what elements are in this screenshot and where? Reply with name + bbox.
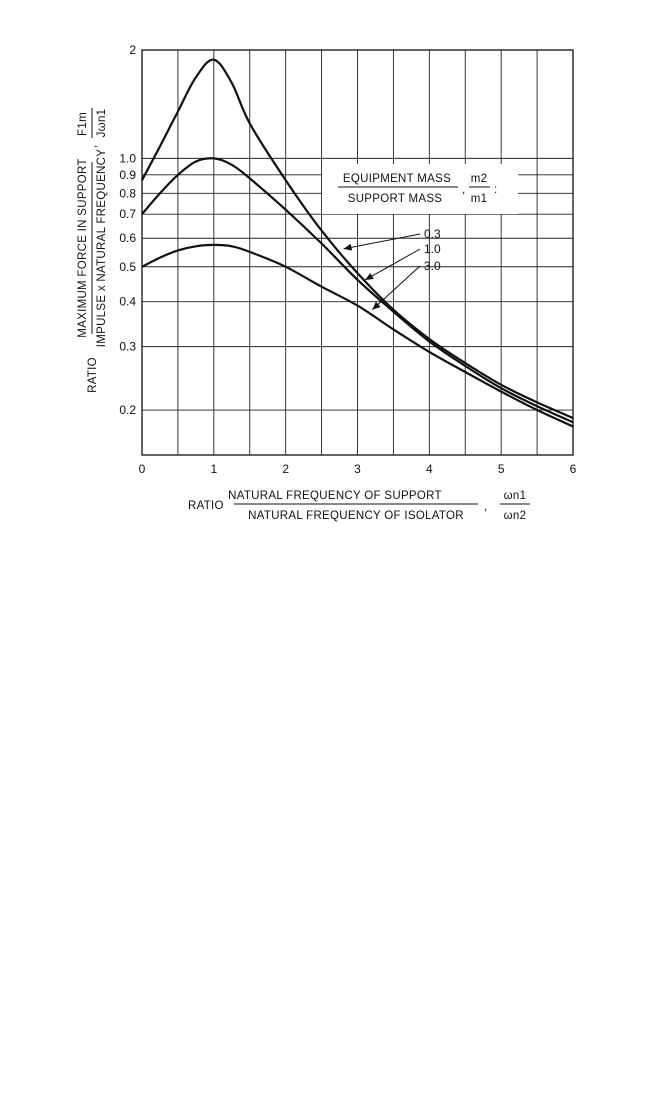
y-tick-label: 0.7 (119, 207, 136, 221)
x-tick-label: 0 (139, 462, 146, 476)
chart-figure: 0 1 2 3 4 5 6 0.2 0.3 0.4 0.5 0.6 0.7 0.8 0.9 1.0 2 RAT… (77, 43, 577, 522)
y-axis-comma: , (87, 145, 99, 149)
x-axis-numerator: NATURAL FREQUENCY OF SUPPORT (228, 490, 442, 502)
series-annotations: 0.31.0 3.0 (343, 227, 441, 311)
y-tick-labels: 0.2 0.3 0.4 0.5 0.6 0.7 0.8 0.9 1.0 2 (119, 43, 136, 417)
x-axis-symbol-numerator: ωn1 (504, 490, 527, 502)
y-axis-prefix: RATIO (87, 357, 99, 393)
x-axis-prefix: RATIO (188, 500, 224, 512)
y-tick-label: 0.8 (119, 186, 136, 200)
annotation-arrowhead-3 (372, 301, 381, 310)
annotation-arrowhead-2 (365, 272, 374, 280)
series-layer (141, 58, 574, 428)
chart-svg: 0 1 2 3 4 5 6 0.2 0.3 0.4 0.5 0.6 0.7 0.8 0.9 1.0 2 RAT… (77, 43, 577, 522)
y-tick-label: 2 (129, 43, 136, 57)
series-line-2 (141, 157, 574, 424)
series-line-1 (141, 58, 574, 420)
y-axis-denominator: IMPULSE x NATURAL FREQUENCY (96, 149, 108, 348)
legend-colon: : (494, 184, 498, 196)
legend-background (322, 164, 518, 214)
x-tick-labels: 0 1 2 3 4 5 6 (139, 462, 577, 476)
annotation-arrowhead-1 (343, 243, 353, 251)
y-tick-label: 0.3 (119, 340, 136, 354)
x-tick-label: 2 (282, 462, 289, 476)
y-tick-label: 1.0 (119, 151, 136, 165)
annotation-leader-1 (343, 233, 421, 250)
annotation-leader-2 (364, 248, 421, 281)
series-line-3 (141, 243, 574, 428)
y-tick-label: 0.6 (119, 231, 136, 245)
x-tick-label: 4 (426, 462, 433, 476)
x-axis-denominator: NATURAL FREQUENCY OF ISOLATOR (248, 510, 464, 522)
x-tick-label: 6 (570, 462, 577, 476)
legend-denominator: SUPPORT MASS (348, 193, 443, 205)
plot-frame (141, 49, 574, 456)
y-tick-label: 0.9 (119, 168, 136, 182)
legend-numerator: EQUIPMENT MASS (343, 173, 451, 185)
y-axis-label: RATIO MAXIMUM FORCE IN SUPPORT IMPULSE x… (77, 108, 108, 393)
legend-symbol-denominator: m1 (471, 193, 488, 205)
y-tick-label: 0.5 (119, 260, 136, 274)
y-tick-label: 0.2 (119, 403, 136, 417)
x-tick-label: 5 (498, 462, 505, 476)
series-label-3: 3.0 (424, 259, 441, 273)
legend-symbol-numerator: m2 (471, 173, 488, 185)
x-tick-label: 3 (354, 462, 361, 476)
x-axis-symbol-denominator: ωn2 (504, 510, 527, 522)
legend-comma: , (462, 184, 466, 196)
series-label-1: 0.3 (424, 227, 441, 241)
x-axis-comma: , (484, 501, 488, 513)
legend: EQUIPMENT MASS SUPPORT MASS , m2 m1 : (322, 164, 518, 214)
x-axis-label: RATIO NATURAL FREQUENCY OF SUPPORT NATUR… (188, 490, 530, 522)
y-axis-numerator: MAXIMUM FORCE IN SUPPORT (77, 158, 89, 338)
y-axis-symbol-denominator: Jωn1 (96, 109, 108, 138)
series-label-2: 1.0 (424, 242, 441, 256)
x-tick-label: 1 (210, 462, 217, 476)
y-axis-symbol-numerator: F1m (77, 112, 89, 136)
y-tick-label: 0.4 (119, 295, 136, 309)
annotation-leader-3 (371, 265, 421, 311)
